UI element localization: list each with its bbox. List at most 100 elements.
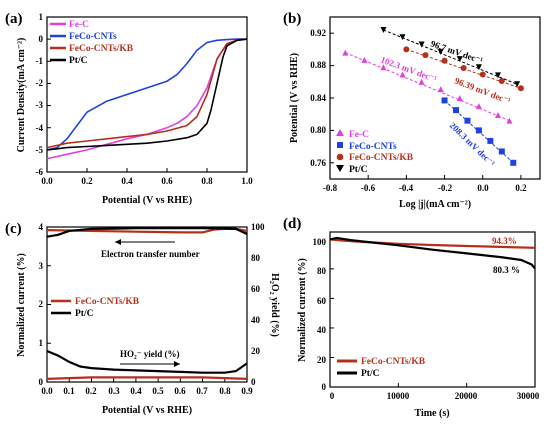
series-lines bbox=[46, 38, 248, 160]
y-tick-label: 1 bbox=[39, 338, 44, 348]
x-tick-label: 0.0 bbox=[41, 176, 53, 186]
arrow-left-icon bbox=[115, 239, 121, 245]
y-tick-label: -5 bbox=[36, 145, 44, 155]
x-tick-label: 10000 bbox=[387, 391, 410, 401]
x-tick-label: 30000 bbox=[517, 391, 540, 401]
retention-annotation: 80.3 % bbox=[493, 265, 520, 275]
legend-label: Pt/C bbox=[349, 165, 368, 175]
legend-marker-fe-c bbox=[336, 129, 344, 136]
x-tick-label: 0.2 bbox=[85, 386, 97, 396]
data-point-pt-c bbox=[475, 64, 482, 71]
x-tick-label: 0.6 bbox=[161, 176, 173, 186]
y-tick-label: 0.80 bbox=[310, 125, 326, 135]
legend: Fe-C FeCo-CNTs FeCo-CNTs/KB Pt/C bbox=[50, 20, 134, 66]
series-line-feco-cnts-kb-ho2-yield bbox=[46, 376, 248, 380]
x-tick-label: 0 bbox=[330, 391, 335, 401]
ho2-yield-annotation: HO₂⁻ yield (%) bbox=[120, 349, 180, 367]
x-tick-label: 0.4 bbox=[130, 386, 142, 396]
legend-label: FeCo-CNTs bbox=[349, 142, 397, 152]
fit-line-feco-cnts bbox=[444, 100, 514, 164]
y-tick-label: 0.92 bbox=[310, 28, 326, 38]
series-line-pt-c bbox=[329, 236, 536, 270]
legend-label: Fe-C bbox=[69, 20, 89, 30]
x-tick-label: -0.6 bbox=[361, 183, 376, 193]
y-tick-label: 4 bbox=[39, 222, 44, 232]
fit-line-pt-c bbox=[383, 29, 518, 85]
retention-annotation: 94.3% bbox=[492, 236, 517, 246]
y-axis-label: Normalized current (%) bbox=[16, 253, 27, 357]
plot-frame bbox=[329, 231, 536, 388]
data-point-fe-c bbox=[437, 86, 444, 93]
x-tick-label: 20000 bbox=[455, 391, 478, 401]
data-point-feco-cnts bbox=[487, 137, 494, 144]
series-line-feco-cnts bbox=[46, 38, 247, 151]
y-tick-label-right: 100 bbox=[251, 222, 265, 232]
x-tick-label: 0.3 bbox=[108, 386, 120, 396]
annotation-text: Electron transfer number bbox=[101, 249, 200, 259]
legend: Fe-C FeCo-CNTs FeCo-CNTs/KB Pt/C bbox=[336, 129, 414, 175]
y-tick-label: 40 bbox=[317, 325, 327, 335]
y-tick-label: 100 bbox=[313, 237, 327, 247]
data-point-feco-cnts-kb bbox=[479, 71, 486, 78]
y-tick-label-right: 20 bbox=[251, 346, 261, 356]
slope-annotation: 96.7 mV dec⁻¹ bbox=[429, 38, 484, 65]
legend-marker-pt-c bbox=[336, 165, 344, 172]
tick-marks bbox=[330, 32, 522, 179]
x-tick-label: 0.9 bbox=[241, 386, 253, 396]
data-point-pt-c bbox=[437, 48, 444, 55]
y-axis-label: Current Density(mA cm⁻²) bbox=[16, 38, 27, 153]
y-tick-label: 1 bbox=[39, 12, 44, 22]
x-tick-label: -0.4 bbox=[399, 183, 414, 193]
panel-c: (c) 4 3 2 1 0 100 80 60 40 20 0 0.0 0.1 … bbox=[5, 221, 280, 416]
data-point-pt-c bbox=[495, 72, 501, 79]
x-tick-label: 0.0 bbox=[41, 386, 53, 396]
x-tick-label: 0.8 bbox=[201, 176, 213, 186]
x-tick-label: 0.1 bbox=[63, 386, 75, 396]
y-tick-label: 0.84 bbox=[310, 93, 326, 103]
data-point-fe-c bbox=[361, 56, 368, 63]
panel-b: (b) 0.92 0.88 0.84 0.80 0.76 -0.8 -0.6 -… bbox=[283, 11, 541, 210]
legend-label: FeCo-CNTs/KB bbox=[69, 44, 134, 54]
x-axis-label: Time (s) bbox=[414, 408, 449, 419]
x-axis-label: Potential (V vs RHE) bbox=[102, 195, 192, 206]
x-tick-label: 0.4 bbox=[121, 176, 133, 186]
y-tick-label: 0.88 bbox=[310, 60, 326, 70]
legend-marker-feco-cnts-kb bbox=[336, 153, 344, 161]
y-axis-label: Normalized current (%) bbox=[297, 258, 308, 362]
series-line-feco-cnts-kb bbox=[329, 238, 536, 249]
legend-label: FeCo-CNTs/KB bbox=[75, 297, 140, 307]
x-tick-label: -0.2 bbox=[438, 183, 453, 193]
y-tick-label: 0 bbox=[322, 382, 327, 392]
y-tick-label: -3 bbox=[36, 100, 44, 110]
x-tick-label: -0.8 bbox=[323, 183, 338, 193]
y-tick-label: 20 bbox=[317, 355, 327, 365]
y-tick-label: 3 bbox=[39, 261, 44, 271]
legend: FeCo-CNTs/KB Pt/C bbox=[51, 297, 140, 319]
y-tick-label: 80 bbox=[317, 266, 327, 276]
y-axis-label-right: H₂O₂ yield (%) bbox=[269, 273, 280, 337]
x-axis-label: Potential (V vs RHE) bbox=[102, 405, 192, 416]
data-point-feco-cnts bbox=[498, 148, 505, 155]
legend-label: FeCo-CNTs/KB bbox=[349, 153, 414, 163]
panel-label: (d) bbox=[283, 216, 301, 232]
x-tick-label: 0.2 bbox=[515, 183, 527, 193]
panel-label: (a) bbox=[5, 11, 23, 27]
y-tick-label-right: 40 bbox=[251, 315, 261, 325]
data-point-pt-c bbox=[514, 81, 521, 88]
slope-annotation: 102.3 mV dec⁻¹ bbox=[379, 54, 438, 84]
legend-label: FeCo-CNTs/KB bbox=[361, 357, 426, 367]
data-point-pt-c bbox=[456, 56, 463, 63]
electron-transfer-annotation: Electron transfer number bbox=[101, 239, 200, 259]
x-tick-label: 0.0 bbox=[477, 183, 489, 193]
x-tick-label: 0.7 bbox=[196, 386, 208, 396]
y-tick-label: 0.76 bbox=[310, 158, 326, 168]
y-tick-label: 0 bbox=[39, 34, 44, 44]
legend-label: FeCo-CNTs bbox=[69, 32, 117, 42]
slope-annotation: 208.3 mV dec⁻¹ bbox=[448, 120, 498, 168]
x-axis-label: Log |j|(mA cm⁻²) bbox=[399, 199, 471, 210]
arrow-right-icon bbox=[174, 361, 180, 367]
data-point-feco-cnts-kb bbox=[460, 65, 467, 72]
panel-label: (c) bbox=[5, 221, 22, 237]
series-line-pt-c bbox=[46, 38, 248, 151]
plot-frame bbox=[46, 16, 248, 173]
